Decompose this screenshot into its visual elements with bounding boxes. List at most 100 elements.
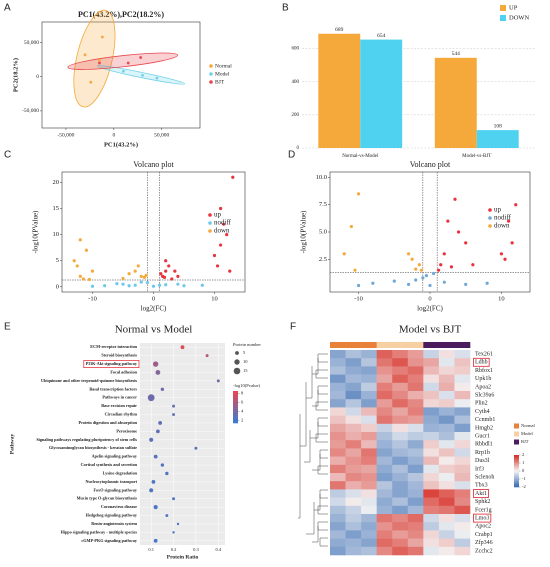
point [182, 284, 186, 288]
panel-letter: D [288, 150, 295, 161]
legend-bubble [234, 359, 240, 365]
plot-frame [329, 171, 531, 293]
bubble [147, 394, 155, 402]
bubble [155, 429, 160, 434]
legend-swatch [514, 431, 519, 437]
panel-caption: Normal vs Model [115, 324, 193, 336]
highlight-box [83, 360, 140, 368]
y-tick-label: 5 [56, 257, 59, 264]
heat-cell [438, 440, 455, 449]
heat-cell [345, 382, 362, 392]
legend-swatch [500, 15, 506, 21]
heat-cell [407, 382, 424, 392]
heat-cell [423, 514, 440, 523]
legend-label: 15 [243, 368, 248, 373]
point [144, 273, 148, 277]
group-bar [345, 342, 362, 348]
point [151, 284, 156, 288]
y-axis-label: PC2(18.2%) [12, 58, 19, 92]
legend-bubble [235, 351, 239, 355]
point [139, 274, 143, 278]
y-tick-label: -50,000 [22, 108, 39, 114]
heat-cell [345, 374, 362, 384]
heat-cell [330, 481, 346, 490]
y-tick-label: Circadian rhythm [105, 412, 138, 417]
heat-cell [423, 489, 440, 498]
heat-cell [438, 448, 455, 457]
heat-cell [454, 522, 471, 531]
row-label: Rbfox1 [475, 367, 493, 374]
point [428, 283, 432, 288]
heat-cell [345, 399, 362, 408]
heat-cell [392, 432, 409, 441]
point [212, 253, 217, 258]
x-tick-label: Model-vs-BJT [462, 154, 491, 159]
legend-swatch [209, 64, 213, 68]
point [414, 267, 418, 271]
point [170, 277, 174, 281]
heat-cell [407, 440, 424, 449]
heat-cell [423, 497, 440, 507]
point [84, 248, 88, 252]
row-dendrogram [298, 353, 328, 547]
y-tick-label: Glycosaminoglycan biosynthesis - keratan… [49, 445, 137, 450]
heat-cell [345, 546, 362, 556]
heat-cell [345, 538, 362, 548]
heat-cell [376, 546, 393, 556]
heat-cell [392, 481, 409, 490]
row-label: Ldhb [475, 360, 488, 366]
group-bar [376, 342, 393, 348]
heat-cell [392, 538, 409, 548]
point [510, 241, 514, 245]
legend-bubble [233, 367, 241, 375]
y-tick-label: Mucin type O-glycan biosynthesis [77, 496, 138, 501]
heat-cell [330, 399, 346, 408]
group-bar [392, 342, 409, 348]
chart-title: PC1(43.2%),PC2(18.2%) [78, 10, 164, 19]
heat-cell [376, 407, 393, 416]
highlight-box [473, 357, 490, 367]
row-label: Sphk2 [475, 499, 490, 505]
heat-cell [330, 350, 346, 359]
bubble [155, 370, 161, 375]
heat-cell [454, 440, 471, 449]
y-tick-label: 0 [56, 283, 59, 290]
heat-cell [407, 473, 424, 482]
row-label: Tex261 [475, 351, 493, 357]
point [200, 283, 204, 287]
x-axis-label: log2(FC) [141, 305, 167, 313]
y-tick-label: 7.5 [319, 201, 327, 208]
heat-cell [438, 538, 455, 548]
point [353, 268, 357, 272]
plot-frame [41, 21, 201, 129]
heat-cell [423, 440, 440, 449]
point [158, 283, 162, 287]
colorbar-step [514, 479, 519, 481]
legend-swatch [488, 224, 492, 228]
y-axis-label: Pathway [9, 434, 15, 455]
point [439, 263, 443, 267]
x-tick-label: 0.1 [148, 547, 154, 552]
heat-cell [454, 374, 471, 384]
colorbar-step [514, 459, 519, 462]
point [406, 252, 411, 256]
point [414, 278, 418, 282]
colorbar-label: 1 [522, 460, 524, 465]
colorbar-step [514, 456, 519, 459]
heat-cell [407, 514, 424, 523]
x-tick-label: 0.2 [171, 547, 177, 552]
y-tick-label: 15 [53, 205, 60, 212]
point [155, 76, 159, 80]
heat-cell [454, 481, 471, 490]
legend-label: Normal [215, 63, 232, 69]
heat-cell [407, 505, 424, 515]
colorbar-label: -1 [522, 476, 526, 481]
legend-swatch [209, 72, 213, 76]
colorbar-step [514, 467, 519, 470]
panel-letter: C [4, 150, 11, 161]
point [72, 259, 76, 263]
point [424, 274, 429, 278]
legend-swatch [208, 213, 212, 217]
colorbar-label: 2 [241, 418, 243, 423]
